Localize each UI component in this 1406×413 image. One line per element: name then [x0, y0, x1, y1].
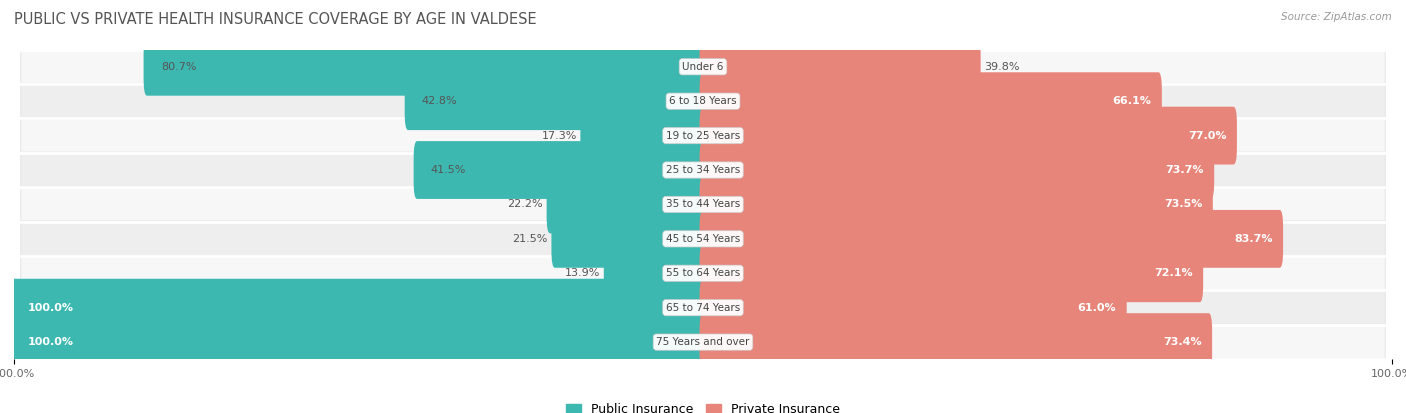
FancyBboxPatch shape — [547, 176, 706, 233]
FancyBboxPatch shape — [700, 141, 1215, 199]
Text: 73.5%: 73.5% — [1164, 199, 1202, 209]
Text: 21.5%: 21.5% — [513, 234, 548, 244]
FancyBboxPatch shape — [700, 176, 1213, 233]
FancyBboxPatch shape — [21, 154, 1385, 187]
FancyBboxPatch shape — [603, 244, 706, 302]
Text: Source: ZipAtlas.com: Source: ZipAtlas.com — [1281, 12, 1392, 22]
Text: 61.0%: 61.0% — [1078, 303, 1116, 313]
FancyBboxPatch shape — [700, 244, 1204, 302]
FancyBboxPatch shape — [21, 222, 1385, 255]
FancyBboxPatch shape — [21, 188, 1385, 221]
FancyBboxPatch shape — [700, 107, 1237, 164]
Text: Under 6: Under 6 — [682, 62, 724, 72]
FancyBboxPatch shape — [21, 257, 1385, 290]
Text: 100.0%: 100.0% — [28, 337, 75, 347]
FancyBboxPatch shape — [413, 141, 706, 199]
Text: 41.5%: 41.5% — [430, 165, 467, 175]
Text: 25 to 34 Years: 25 to 34 Years — [666, 165, 740, 175]
Text: 77.0%: 77.0% — [1188, 131, 1226, 140]
FancyBboxPatch shape — [700, 313, 1212, 371]
FancyBboxPatch shape — [11, 279, 706, 337]
Text: 6 to 18 Years: 6 to 18 Years — [669, 96, 737, 106]
FancyBboxPatch shape — [143, 38, 706, 96]
Text: 22.2%: 22.2% — [508, 199, 543, 209]
Text: 73.4%: 73.4% — [1163, 337, 1202, 347]
Text: 35 to 44 Years: 35 to 44 Years — [666, 199, 740, 209]
Text: 75 Years and over: 75 Years and over — [657, 337, 749, 347]
Text: 17.3%: 17.3% — [541, 131, 576, 140]
Text: 80.7%: 80.7% — [160, 62, 197, 72]
FancyBboxPatch shape — [700, 279, 1126, 337]
FancyBboxPatch shape — [405, 72, 706, 130]
FancyBboxPatch shape — [21, 119, 1385, 152]
Text: 13.9%: 13.9% — [565, 268, 600, 278]
Text: 65 to 74 Years: 65 to 74 Years — [666, 303, 740, 313]
FancyBboxPatch shape — [21, 85, 1385, 118]
Text: 19 to 25 Years: 19 to 25 Years — [666, 131, 740, 140]
Text: 73.7%: 73.7% — [1166, 165, 1204, 175]
Text: 55 to 64 Years: 55 to 64 Years — [666, 268, 740, 278]
Text: PUBLIC VS PRIVATE HEALTH INSURANCE COVERAGE BY AGE IN VALDESE: PUBLIC VS PRIVATE HEALTH INSURANCE COVER… — [14, 12, 537, 27]
FancyBboxPatch shape — [700, 38, 980, 96]
FancyBboxPatch shape — [581, 107, 706, 164]
Text: 100.0%: 100.0% — [28, 303, 75, 313]
Text: 66.1%: 66.1% — [1112, 96, 1152, 106]
FancyBboxPatch shape — [700, 210, 1284, 268]
FancyBboxPatch shape — [21, 325, 1385, 358]
Text: 39.8%: 39.8% — [984, 62, 1019, 72]
Text: 72.1%: 72.1% — [1154, 268, 1192, 278]
FancyBboxPatch shape — [21, 291, 1385, 324]
FancyBboxPatch shape — [551, 210, 706, 268]
FancyBboxPatch shape — [700, 72, 1161, 130]
Text: 83.7%: 83.7% — [1234, 234, 1272, 244]
Text: 45 to 54 Years: 45 to 54 Years — [666, 234, 740, 244]
FancyBboxPatch shape — [11, 313, 706, 371]
Legend: Public Insurance, Private Insurance: Public Insurance, Private Insurance — [561, 398, 845, 413]
Text: 42.8%: 42.8% — [422, 96, 457, 106]
FancyBboxPatch shape — [21, 50, 1385, 83]
